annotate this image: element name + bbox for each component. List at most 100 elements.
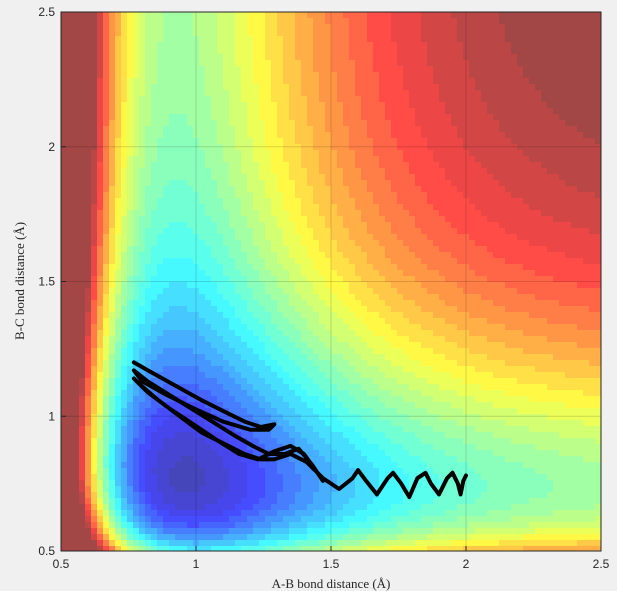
contour-cell	[193, 414, 200, 421]
contour-cell	[85, 282, 92, 289]
contour-cell	[73, 264, 80, 271]
contour-cell	[61, 366, 68, 373]
contour-cell	[385, 480, 392, 487]
contour-cell	[193, 240, 200, 247]
contour-cell	[295, 78, 302, 85]
contour-cell	[139, 408, 146, 415]
contour-cell	[259, 210, 266, 217]
contour-cell	[73, 300, 80, 307]
contour-cell	[313, 132, 320, 139]
contour-cell	[337, 408, 344, 415]
contour-cell	[193, 354, 200, 361]
contour-cell	[139, 420, 146, 427]
contour-cell	[283, 456, 290, 463]
contour-cell	[217, 426, 224, 433]
contour-cell	[73, 78, 80, 85]
contour-cell	[241, 384, 248, 391]
contour-cell	[103, 180, 110, 187]
contour-cell	[283, 192, 290, 199]
contour-cell	[235, 438, 242, 445]
contour-cell	[199, 186, 206, 193]
contour-cell	[115, 276, 122, 283]
contour-cell	[241, 510, 248, 517]
contour-cell	[313, 306, 320, 313]
contour-cell	[157, 120, 164, 127]
contour-cell	[103, 462, 110, 469]
contour-cell	[73, 150, 80, 157]
contour-cell	[97, 276, 104, 283]
contour-cell	[151, 78, 158, 85]
contour-cell	[133, 204, 140, 211]
contour-cell	[235, 546, 242, 551]
contour-cell	[379, 114, 386, 121]
contour-cell	[265, 222, 272, 229]
contour-cell	[127, 60, 134, 67]
contour-cell	[283, 54, 290, 61]
contour-cell	[145, 174, 152, 181]
contour-cell	[121, 204, 128, 211]
contour-cell	[133, 114, 140, 121]
contour-cell	[385, 264, 392, 271]
contour-cell	[289, 486, 296, 493]
contour-cell	[157, 234, 164, 241]
contour-cell	[277, 204, 284, 211]
contour-cell	[283, 294, 290, 301]
contour-cell	[115, 54, 122, 61]
contour-cell	[235, 246, 242, 253]
contour-cell	[283, 426, 290, 433]
contour-cell	[247, 360, 254, 367]
contour-cell	[61, 102, 68, 109]
contour-cell	[145, 54, 152, 61]
contour-cell	[211, 528, 218, 535]
contour-cell	[181, 498, 188, 505]
contour-cell	[277, 354, 284, 361]
contour-cell	[169, 246, 176, 253]
contour-cell	[217, 402, 224, 409]
contour-cell	[259, 462, 266, 469]
contour-cell	[229, 450, 236, 457]
contour-cell	[109, 396, 116, 403]
contour-cell	[295, 96, 302, 103]
contour-cell	[301, 300, 308, 307]
contour-cell	[79, 240, 86, 247]
contour-cell	[223, 354, 230, 361]
contour-cell	[205, 18, 212, 25]
contour-cell	[235, 126, 242, 133]
contour-cell	[331, 216, 338, 223]
contour-cell	[241, 138, 248, 145]
contour-cell	[193, 282, 200, 289]
contour-cell	[271, 60, 278, 67]
contour-cell	[223, 318, 230, 325]
contour-cell	[367, 78, 374, 85]
contour-cell	[379, 390, 386, 397]
contour-cell	[109, 150, 116, 157]
contour-cell	[115, 282, 122, 289]
contour-cell	[229, 402, 236, 409]
contour-cell	[241, 120, 248, 127]
contour-cell	[193, 126, 200, 133]
contour-cell	[307, 408, 314, 415]
contour-cell	[223, 84, 230, 91]
contour-cell	[211, 48, 218, 55]
contour-cell	[85, 306, 92, 313]
contour-cell	[139, 462, 146, 469]
contour-cell	[331, 72, 338, 79]
contour-cell	[295, 528, 302, 535]
contour-cell	[133, 438, 140, 445]
contour-cell	[361, 210, 368, 217]
contour-cell	[253, 546, 260, 551]
contour-cell	[199, 468, 206, 475]
contour-cell	[121, 270, 128, 277]
contour-cell	[217, 522, 224, 529]
contour-cell	[355, 378, 362, 385]
contour-cell	[367, 12, 374, 19]
contour-cell	[337, 282, 344, 289]
contour-cell	[109, 408, 116, 415]
contour-cell	[319, 288, 326, 295]
contour-cell	[367, 168, 374, 175]
contour-cell	[343, 438, 350, 445]
contour-cell	[181, 126, 188, 133]
contour-cell	[79, 366, 86, 373]
contour-cell	[223, 450, 230, 457]
contour-cell	[145, 24, 152, 31]
